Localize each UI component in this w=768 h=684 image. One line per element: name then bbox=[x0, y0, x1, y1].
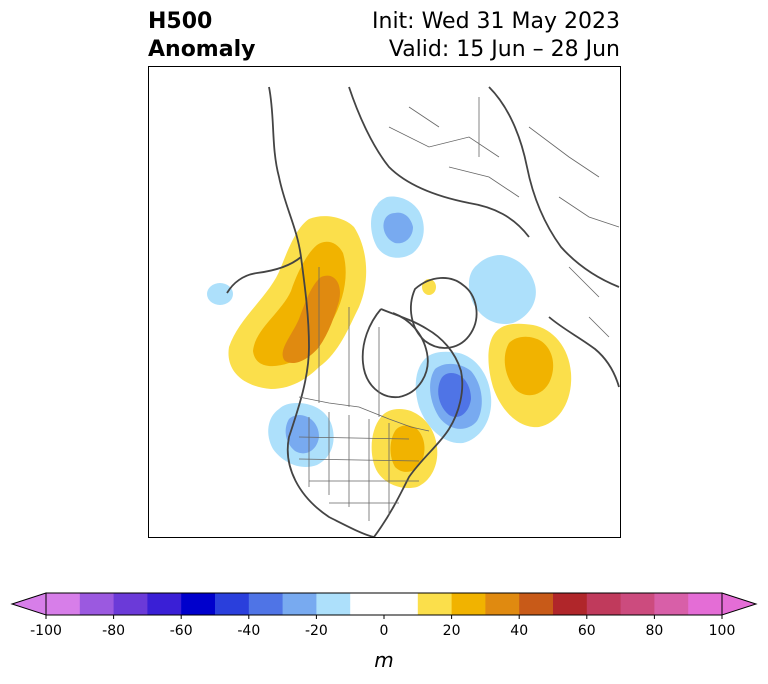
colorbar-segment bbox=[79, 593, 115, 615]
colorbar-tick-label: -60 bbox=[170, 623, 193, 639]
colorbar-extend-low bbox=[10, 592, 47, 616]
colorbar-tick-label: 0 bbox=[380, 623, 389, 639]
colorbar-segment bbox=[46, 593, 81, 615]
colorbar-segment bbox=[350, 593, 419, 615]
colorbar-tick-label: 40 bbox=[510, 623, 528, 639]
colorbar-segment bbox=[519, 593, 554, 615]
colorbar-segment bbox=[586, 593, 622, 615]
coastlines bbox=[226, 86, 620, 537]
colorbar-tick-label: 20 bbox=[443, 623, 461, 639]
title-line-1: H500 bbox=[148, 9, 213, 34]
colorbar-unit-label: m bbox=[374, 648, 393, 672]
anomaly-map-svg bbox=[207, 86, 620, 537]
colorbar-ticks: -100 -80 -60 -40 -20 0 20 40 60 80 100 bbox=[30, 615, 735, 639]
colorbar-segment bbox=[248, 593, 284, 615]
political-borders bbox=[298, 97, 620, 521]
anomaly-map bbox=[148, 66, 621, 538]
colorbar-segment bbox=[147, 593, 182, 615]
colorbar-tick-label: 100 bbox=[709, 623, 736, 639]
colorbar-segment bbox=[417, 593, 453, 615]
chart-title: H500 Anomaly bbox=[148, 8, 255, 64]
colorbar-segment bbox=[282, 593, 317, 615]
valid-dates: Valid: 15 Jun – 28 Jun bbox=[388, 37, 620, 62]
anomaly-negative-siberia bbox=[371, 196, 424, 258]
colorbar-segment bbox=[553, 593, 588, 615]
colorbar-tick-label: -20 bbox=[305, 623, 328, 639]
chart-dates: Init: Wed 31 May 2023 Valid: 15 Jun – 28… bbox=[372, 8, 620, 64]
colorbar-tick-label: 80 bbox=[645, 623, 663, 639]
colorbar-extend-high bbox=[721, 592, 758, 616]
colorbar-segment bbox=[113, 593, 148, 615]
colorbar-segment bbox=[451, 593, 486, 615]
anomaly-positive-north-atlantic bbox=[488, 323, 572, 428]
colorbar-tick-label: -100 bbox=[30, 623, 62, 639]
anomaly-positive-arctic bbox=[422, 279, 436, 295]
title-line-2: Anomaly bbox=[148, 37, 256, 62]
colorbar-segment bbox=[485, 593, 520, 615]
colorbar-segment bbox=[620, 593, 655, 615]
init-date: Init: Wed 31 May 2023 bbox=[372, 9, 620, 34]
colorbar-segment bbox=[181, 593, 216, 615]
colorbar: -100 -80 -60 -40 -20 0 20 40 60 80 100 m bbox=[10, 592, 758, 672]
colorbar-segments bbox=[46, 593, 723, 615]
anomaly-negative-southwest-us bbox=[268, 403, 334, 468]
colorbar-segment bbox=[215, 593, 250, 615]
colorbar-tick-label: -40 bbox=[237, 623, 260, 639]
colorbar-tick-label: -80 bbox=[102, 623, 125, 639]
anomaly-negative-scandinavia bbox=[468, 255, 536, 325]
colorbar-segment bbox=[316, 593, 351, 615]
colorbar-segment bbox=[688, 593, 723, 615]
colorbar-tick-label: 60 bbox=[578, 623, 596, 639]
anomaly-negative-north-pacific bbox=[207, 283, 233, 305]
colorbar-segment bbox=[654, 593, 689, 615]
anomaly-positive-pacific-northwest bbox=[228, 216, 367, 389]
